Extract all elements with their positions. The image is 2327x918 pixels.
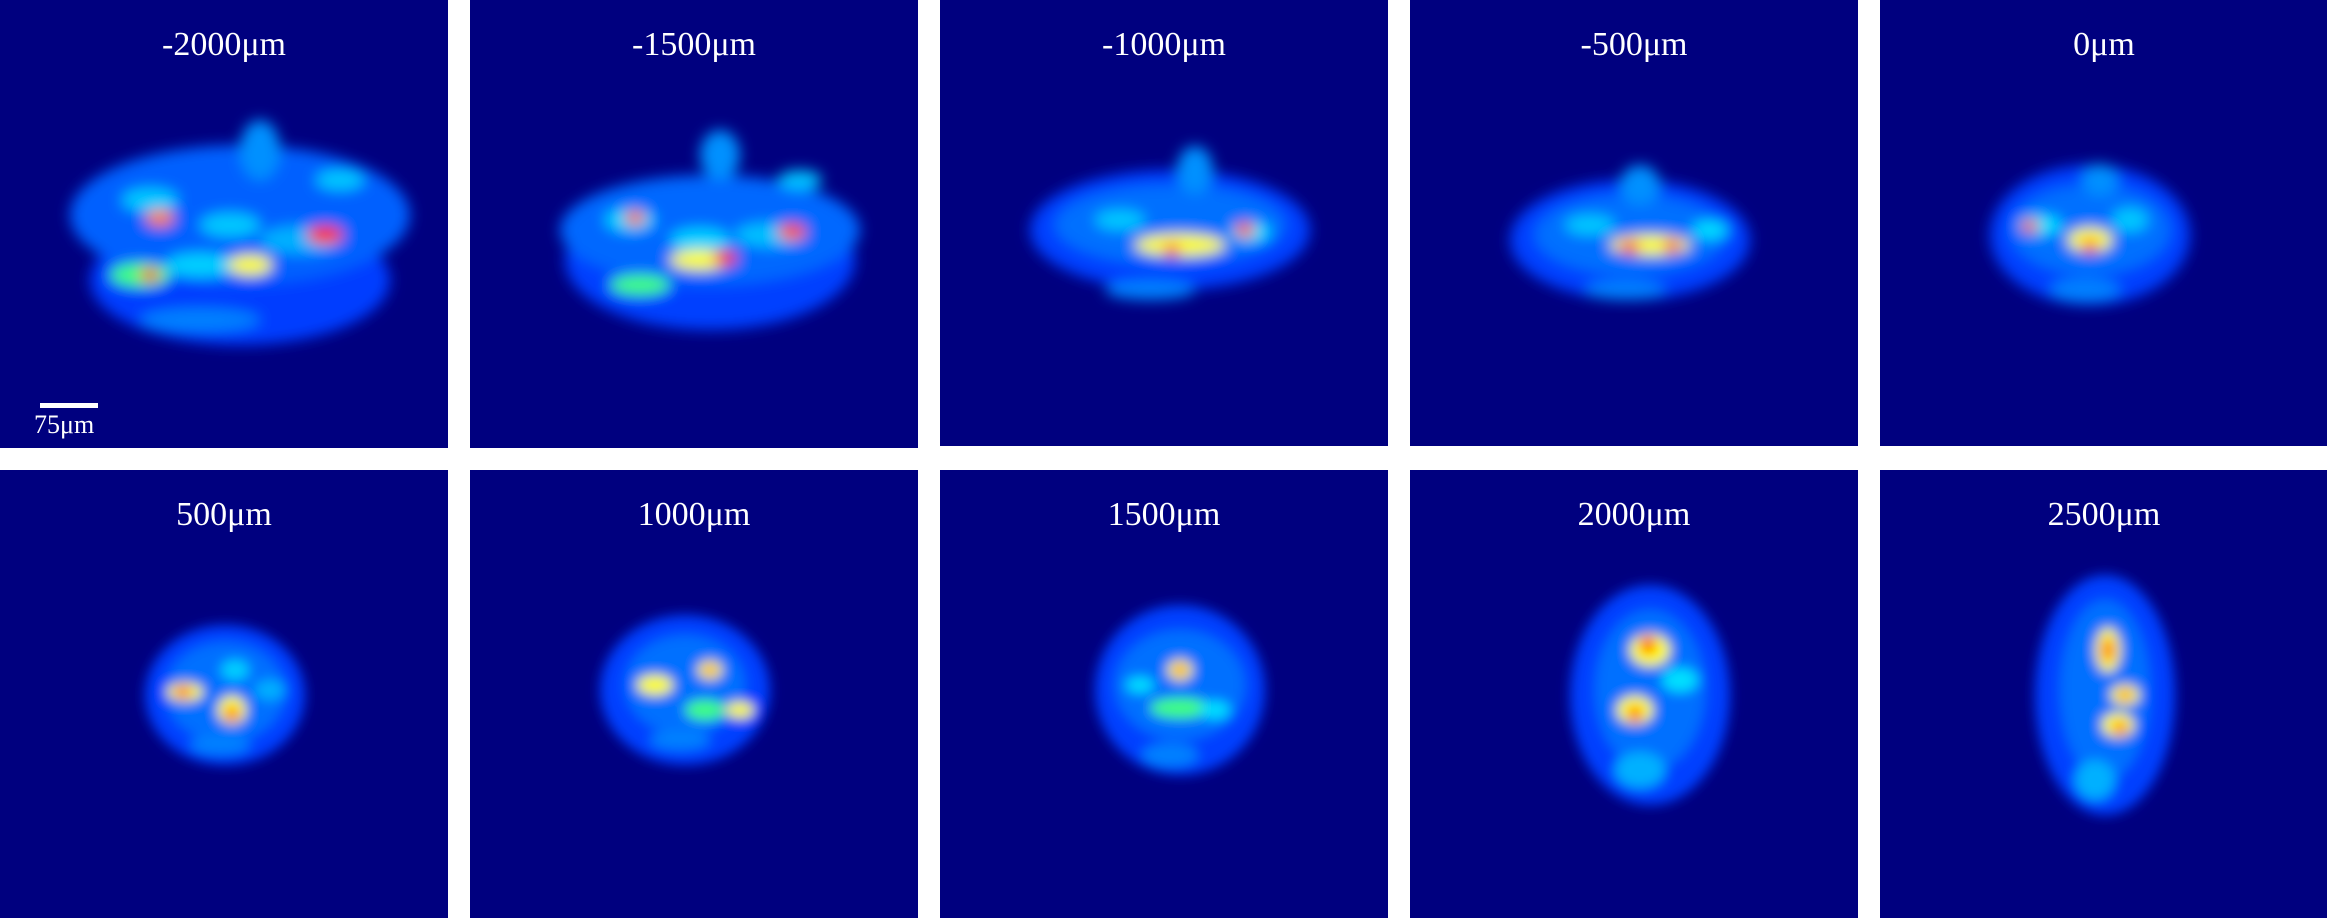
beam-intensity-image — [560, 130, 860, 330]
focus-offset-label: 1000μm — [637, 496, 751, 533]
focus-offset-label: -1000μm — [1102, 26, 1226, 63]
beam-intensity-image — [1510, 165, 1750, 300]
beam-intensity-image — [1990, 164, 2190, 305]
beam-profile-panel-7: 1000μm — [470, 470, 918, 918]
focus-offset-label: -2000μm — [162, 26, 286, 63]
beam-intensity-image — [2035, 575, 2175, 815]
beam-intensity-image — [70, 120, 410, 345]
beam-profile-panel-8: 1500μm — [940, 470, 1388, 918]
beam-intensity-image — [1030, 146, 1310, 300]
beam-profile-panel-9: 2000μm — [1410, 470, 1858, 918]
beam-intensity-image — [600, 615, 770, 765]
beam-profile-panel-4: -500μm — [1410, 0, 1858, 446]
beam-profile-panel-3: -1000μm — [940, 0, 1388, 446]
scale-bar-label: 75μm — [34, 410, 95, 439]
focus-offset-label: -500μm — [1580, 26, 1688, 63]
beam-profile-panel-6: 500μm — [0, 470, 448, 918]
beam-profile-panel-10: 2500μm — [1880, 470, 2327, 918]
beam-intensity-image — [1570, 585, 1730, 805]
focus-offset-label: 2500μm — [2047, 496, 2161, 533]
scale-bar — [40, 403, 98, 408]
focus-offset-label: 2000μm — [1577, 496, 1691, 533]
beam-profile-panel-1: -2000μm 75μm — [0, 0, 448, 448]
focus-offset-label: 0μm — [2073, 26, 2135, 63]
focus-offset-label: -1500μm — [632, 26, 756, 63]
beam-profile-panel-5: 0μm — [1880, 0, 2327, 446]
beam-intensity-image — [1095, 605, 1265, 775]
focus-offset-label: 500μm — [176, 496, 272, 533]
focus-offset-label: 1500μm — [1107, 496, 1221, 533]
beam-intensity-image — [145, 625, 305, 765]
beam-profile-panel-2: -1500μm — [470, 0, 918, 448]
